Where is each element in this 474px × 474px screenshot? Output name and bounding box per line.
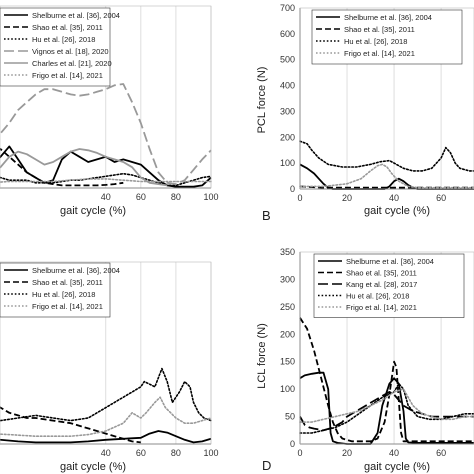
series-line: [299, 163, 474, 190]
series-line: [299, 371, 474, 445]
y-tick-label: 200: [280, 132, 295, 142]
y-tick-label: 500: [280, 55, 295, 65]
series-line: [299, 382, 474, 434]
legend-label: Vignos et al. [18], 2020: [32, 47, 109, 56]
y-tick-label: 150: [280, 357, 295, 367]
legend-label: Charles et al. [21], 2020: [32, 59, 112, 68]
x-tick-label: 0: [297, 448, 302, 458]
legend-label: Shelburne et al. [36], 2004: [32, 266, 120, 275]
y-tick-label: 100: [280, 384, 295, 394]
plot-frame: [0, 261, 212, 445]
legend-label: Shao et al. [35], 2011: [344, 25, 415, 34]
y-tick-label: 300: [280, 106, 295, 116]
y-tick-label: 300: [280, 274, 295, 284]
x-tick-label: 40: [389, 193, 399, 203]
legend-label: Hu et al. [26], 2018: [32, 35, 95, 44]
x-tick-label: 60: [436, 448, 446, 458]
legend-label: Frigo et al. [14], 2021: [346, 303, 417, 312]
x-tick-label: 100: [203, 448, 218, 458]
x-tick-label: 40: [101, 448, 111, 458]
legend-label: Shao et al. [35], 2011: [32, 23, 103, 32]
x-tick-label: 60: [436, 193, 446, 203]
x-tick-label: 100: [203, 192, 218, 202]
x-tick-label: 80: [171, 448, 181, 458]
panel-b-letter: B: [262, 208, 271, 223]
legend-box: [0, 7, 111, 87]
x-tick-label: 60: [136, 448, 146, 458]
legend-label: Frigo et al. [14], 2021: [344, 49, 415, 58]
legend-label: Frigo et al. [14], 2021: [32, 302, 103, 311]
series-line: [0, 172, 212, 187]
x-tick-label: 40: [389, 448, 399, 458]
series-line: [0, 83, 212, 185]
x-tick-label: 80: [171, 192, 181, 202]
legend-label: Shao et al. [35], 2011: [32, 278, 103, 287]
panel-a: 40 60 80 100 Shelburne et al. [36], 2004 Sha…: [0, 5, 219, 217]
y-tick-label: 350: [280, 247, 295, 257]
panel-d-letter: D: [262, 458, 271, 473]
series-line: [299, 140, 474, 172]
y-tick-label: 0: [290, 184, 295, 194]
x-tick-label: 60: [136, 192, 146, 202]
y-tick-label: 250: [280, 302, 295, 312]
series-line: [299, 317, 474, 443]
series-line: [0, 178, 212, 183]
y-tick-label: 200: [280, 329, 295, 339]
panel-d: 0 20 40 60 0 50 100 150 200 250 300 350 Shelburne e…: [256, 247, 474, 473]
series-line: [0, 406, 141, 444]
series-line: [0, 148, 124, 187]
panel-b-ylabel: PCL force (N): [256, 67, 268, 134]
series-line: [299, 391, 474, 432]
series-line: [0, 396, 212, 437]
legend-label: Shelburne et al. [36], 2004: [346, 257, 434, 266]
legend-box: [311, 9, 463, 65]
x-tick-label: 0: [297, 193, 302, 203]
panel-d-ylabel: LCL force (N): [256, 323, 268, 389]
plot-frame: [0, 5, 212, 189]
legend-label: Shelburne et al. [36], 2004: [344, 13, 432, 22]
series-line: [0, 430, 212, 444]
series-line: [299, 163, 474, 189]
plot-frame: [299, 7, 474, 190]
legend-label: Shelburne et al. [36], 2004: [32, 11, 120, 20]
series-line: [0, 148, 168, 187]
legend-label: Hu et al. [26], 2018: [346, 292, 409, 301]
y-tick-label: 100: [280, 158, 295, 168]
legend-label: Hu et al. [26], 2018: [32, 290, 95, 299]
y-tick-label: 50: [285, 412, 295, 422]
series-line: [299, 388, 474, 423]
panel-c: 40 60 80 100 Shelburne et al. [36], 2004 Sha…: [0, 261, 219, 473]
legend-box: [0, 262, 111, 318]
y-tick-label: 400: [280, 81, 295, 91]
series-line: [0, 367, 212, 422]
panel-a-xlabel: gait cycle (%): [60, 205, 126, 217]
legend-label: Kang et al. [28], 2017: [346, 280, 417, 289]
legend-label: Hu et al. [26], 2018: [344, 37, 407, 46]
y-tick-label: 600: [280, 29, 295, 39]
legend-label: Shao et al. [35], 2011: [346, 269, 417, 278]
y-tick-label: 0: [290, 439, 295, 449]
panel-c-xlabel: gait cycle (%): [60, 461, 126, 473]
panel-b-xlabel: gait cycle (%): [364, 205, 430, 217]
x-tick-label: 40: [101, 192, 111, 202]
plot-frame: [299, 251, 474, 445]
panel-d-xlabel: gait cycle (%): [364, 461, 430, 473]
legend-box: [313, 253, 465, 318]
x-tick-label: 20: [342, 448, 352, 458]
y-tick-label: 700: [280, 3, 295, 13]
legend-label: Frigo et al. [14], 2021: [32, 71, 103, 80]
x-tick-label: 20: [342, 193, 352, 203]
